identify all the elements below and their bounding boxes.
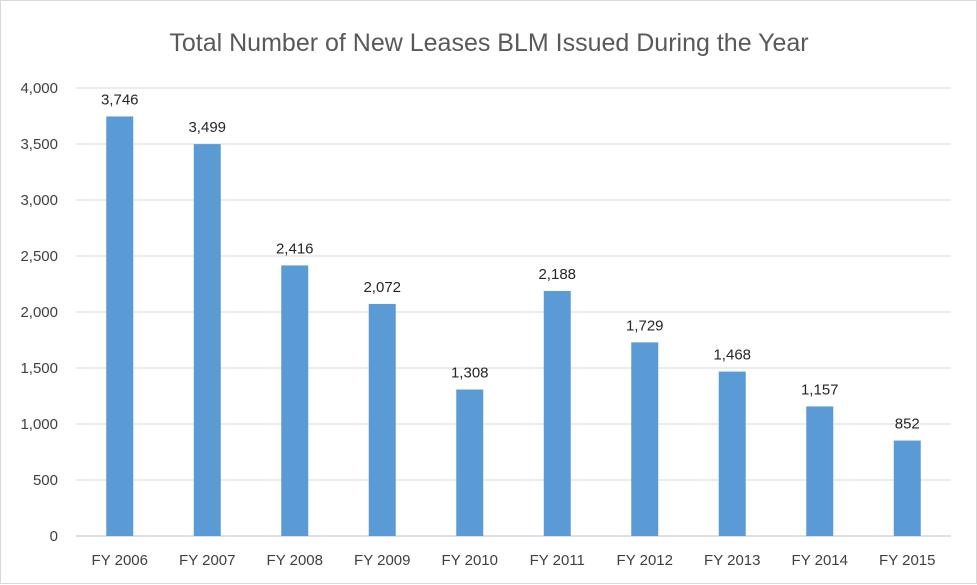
bar	[806, 406, 834, 536]
chart-title: Total Number of New Leases BLM Issued Du…	[169, 29, 808, 57]
data-labels: 3,746 3,499 2,416 2,072 1,308 2,188 1,729 1,468…	[101, 91, 920, 432]
x-tick-label: FY 2012	[617, 552, 673, 569]
x-tick-label: FY 2015	[879, 552, 935, 569]
data-label: 1,308	[451, 365, 489, 382]
y-tick-label: 500	[33, 472, 58, 489]
y-tick-label: 3,000	[20, 192, 58, 209]
data-label: 1,729	[626, 317, 664, 334]
data-label: 2,072	[363, 279, 401, 296]
x-tick-label: FY 2007	[179, 552, 235, 569]
bar	[106, 116, 134, 536]
data-label: 1,157	[801, 381, 839, 398]
bar	[456, 389, 484, 536]
data-label: 2,416	[276, 240, 314, 257]
data-label: 1,468	[713, 347, 751, 364]
x-tick-label: FY 2010	[442, 552, 498, 569]
data-label: 852	[895, 416, 920, 433]
data-label: 3,499	[188, 119, 226, 136]
bars	[106, 116, 921, 536]
gridlines	[76, 87, 951, 537]
x-tick-label: FY 2013	[704, 552, 760, 569]
x-tick-label: FY 2008	[267, 552, 323, 569]
bar	[543, 290, 571, 536]
bar	[193, 144, 221, 536]
data-label: 2,188	[538, 266, 576, 283]
x-tick-label: FY 2009	[354, 552, 410, 569]
y-axis-ticks: 0 500 1,000 1,500 2,000 2,500 3,000 3,500 4,000	[20, 80, 58, 545]
bar	[368, 303, 396, 536]
y-tick-label: 2,500	[20, 248, 58, 265]
x-tick-label: FY 2011	[530, 552, 585, 569]
y-tick-label: 1,500	[20, 360, 58, 377]
y-tick-label: 0	[50, 528, 58, 545]
bar	[718, 371, 746, 536]
x-tick-label: FY 2014	[792, 552, 848, 569]
bar	[893, 440, 921, 536]
y-tick-label: 3,500	[20, 136, 58, 153]
bar	[631, 342, 659, 536]
x-axis-ticks: FY 2006 FY 2007 FY 2008 FY 2009 FY 2010 FY 20…	[92, 552, 936, 569]
bar	[281, 265, 309, 536]
data-label: 3,746	[101, 91, 139, 108]
y-tick-label: 1,000	[20, 416, 58, 433]
y-tick-label: 2,000	[20, 304, 58, 321]
x-tick-label: FY 2006	[92, 552, 148, 569]
y-tick-label: 4,000	[20, 80, 58, 97]
